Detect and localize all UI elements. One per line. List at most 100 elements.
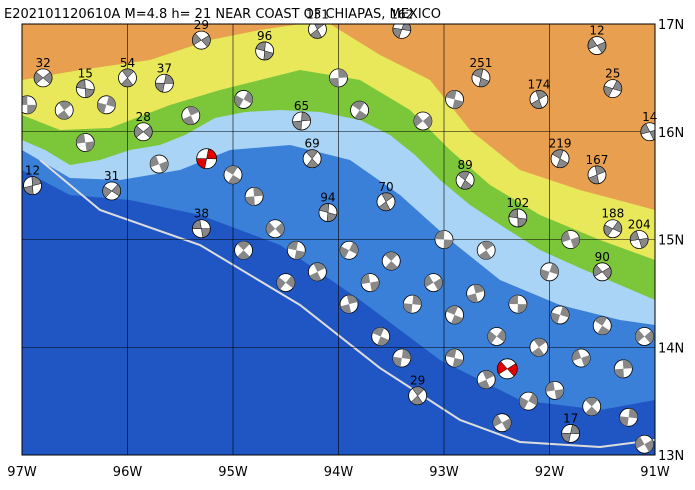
ball-quadrant xyxy=(22,95,37,114)
focal-mechanism xyxy=(496,358,518,380)
ball-quadrant xyxy=(309,262,326,281)
depth-label: 251 xyxy=(469,56,492,70)
ball-quadrant xyxy=(545,381,564,400)
highland xyxy=(330,24,655,210)
ball-quadrant xyxy=(472,68,490,88)
ball-quadrant xyxy=(352,101,368,120)
focal-mechanism xyxy=(540,262,559,282)
focal-mechanism xyxy=(613,359,633,379)
ball-quadrant xyxy=(614,359,633,378)
focal-mechanism xyxy=(234,90,253,109)
focal-mechanism xyxy=(329,68,348,88)
ball-quadrant xyxy=(585,397,599,416)
focal-mechanism xyxy=(455,170,475,190)
ball-quadrant xyxy=(192,33,211,48)
ball-quadrant xyxy=(245,187,264,206)
focal-mechanism xyxy=(339,240,359,260)
ball-quadrant xyxy=(603,80,623,98)
focal-mechanism xyxy=(149,154,169,174)
depth-label: 162 xyxy=(390,7,413,21)
depth-label: 12 xyxy=(25,164,40,178)
lat-label: 14N xyxy=(658,341,684,356)
ball-quadrant xyxy=(519,393,538,410)
focal-mechanism xyxy=(603,219,623,239)
focal-mechanism xyxy=(635,434,654,454)
ball-quadrant xyxy=(318,203,337,222)
depth-label: 69 xyxy=(304,137,319,151)
ball-quadrant xyxy=(292,111,311,131)
focal-mechanism xyxy=(350,100,370,120)
ball-quadrant xyxy=(629,230,649,249)
depth-label: 65 xyxy=(294,99,309,113)
focal-mechanism xyxy=(22,95,37,115)
focal-mechanism xyxy=(508,208,528,228)
ball-quadrant xyxy=(196,148,217,169)
focal-mechanism xyxy=(191,219,211,239)
depth-label: 204 xyxy=(628,218,651,232)
ball-quadrant xyxy=(413,114,432,128)
focal-mechanism xyxy=(529,337,549,357)
ball-quadrant xyxy=(446,305,463,324)
lat-label: 15N xyxy=(658,234,684,249)
focal-mechanism xyxy=(286,240,306,260)
ball-quadrant xyxy=(384,252,398,271)
ball-quadrant xyxy=(531,338,547,357)
depth-label: 54 xyxy=(120,56,135,70)
focal-mechanism xyxy=(445,90,464,109)
title: E202101120610A M=4.8 h= 21 NEAR COAST OF… xyxy=(4,7,441,22)
focal-mechanism xyxy=(476,240,496,260)
focal-mechanism xyxy=(265,219,285,239)
ball-quadrant xyxy=(410,386,425,405)
ball-quadrant xyxy=(57,101,72,120)
ball-quadrant xyxy=(361,273,380,292)
focal-mechanism xyxy=(635,327,654,346)
focal-mechanism xyxy=(376,192,396,212)
lon-label: 93W xyxy=(429,465,459,480)
lat-label: 13N xyxy=(658,449,684,464)
focal-mechanism xyxy=(408,386,428,406)
focal-mechanism xyxy=(519,391,538,411)
focal-mechanism xyxy=(492,413,512,433)
ball-quadrant xyxy=(457,171,473,190)
focal-mechanism xyxy=(54,100,74,120)
frame xyxy=(21,23,656,456)
ball-quadrant xyxy=(192,219,211,238)
ball-quadrant xyxy=(587,37,607,54)
depth-label: 12 xyxy=(589,24,604,38)
ball-quadrant xyxy=(594,316,610,335)
depth-label: 167 xyxy=(586,153,609,167)
focal-mechanism xyxy=(413,111,433,131)
ball-quadrant xyxy=(466,284,485,303)
depth-label: 70 xyxy=(378,180,393,194)
ball-quadrant xyxy=(225,165,241,184)
focal-mechanism xyxy=(292,111,311,131)
focal-mechanism xyxy=(587,36,607,55)
focal-mechanism xyxy=(402,294,422,314)
focal-mechanism xyxy=(587,165,607,185)
ball-quadrant xyxy=(97,96,116,114)
focal-mechanism xyxy=(550,305,570,325)
ball-quadrant xyxy=(150,155,169,173)
ball-quadrant xyxy=(561,230,580,249)
focal-mechanism xyxy=(75,133,95,152)
ball-quadrant xyxy=(619,408,638,427)
events xyxy=(22,24,655,454)
ball-quadrant xyxy=(155,74,174,93)
depth-label: 96 xyxy=(257,29,272,43)
ball-quadrant xyxy=(378,192,394,212)
ball-quadrant xyxy=(403,295,422,314)
depth-label: 17 xyxy=(563,411,578,425)
focal-mechanism xyxy=(640,122,655,142)
focal-mechanism xyxy=(234,240,253,260)
ball-quadrant xyxy=(287,241,306,260)
focal-mechanism xyxy=(191,30,211,50)
focal-mechanism xyxy=(244,186,264,206)
trench xyxy=(39,159,655,449)
focal-mechanism xyxy=(392,24,412,39)
depth-label: 31 xyxy=(104,169,119,183)
lat-label: 17N xyxy=(658,18,684,33)
depth-label: 90 xyxy=(595,250,610,264)
ball-quadrant xyxy=(508,208,528,228)
ball-quadrant xyxy=(592,264,612,279)
ball-quadrant xyxy=(530,90,548,109)
